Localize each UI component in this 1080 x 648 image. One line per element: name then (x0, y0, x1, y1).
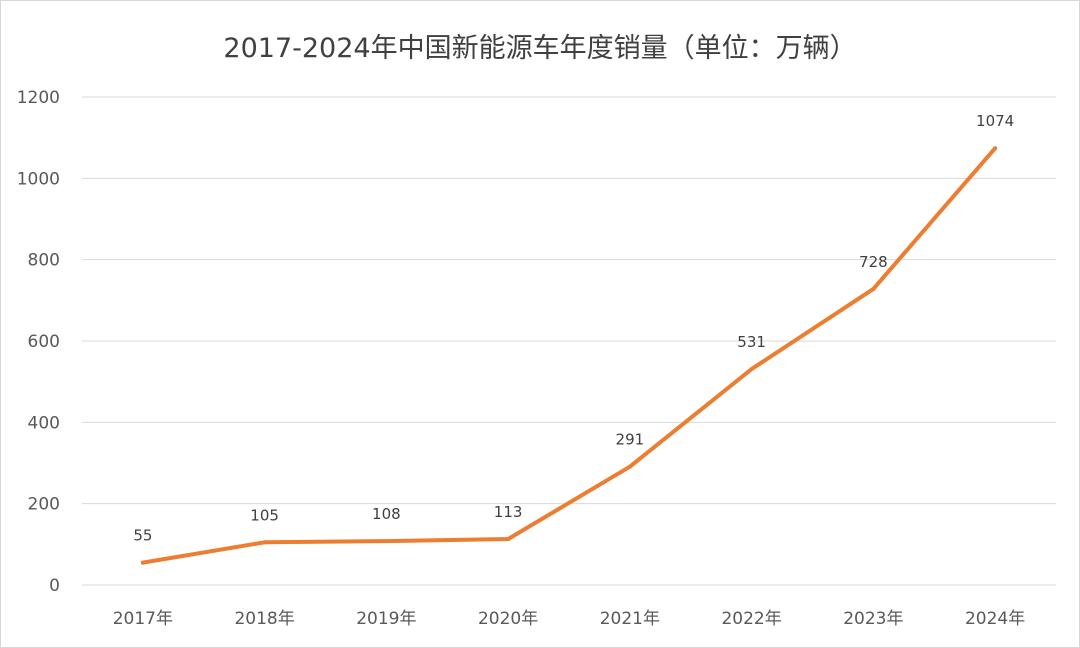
data-point (627, 464, 632, 469)
data-point (140, 560, 145, 565)
gridlines (82, 96, 1056, 586)
x-axis-ticks: 2017年 2018年 2019年 2020年 2021年 2022年 2023年 2024年 (113, 609, 1026, 629)
y-tick-label: 1200 (17, 88, 60, 108)
data-label: 291 (616, 431, 645, 449)
data-point (749, 367, 754, 372)
series-layer (140, 146, 998, 565)
data-point (384, 539, 389, 544)
x-tick-label: 2019年 (356, 609, 416, 629)
x-tick-label: 2021年 (600, 609, 660, 629)
data-point (262, 540, 267, 545)
chart-title: 2017-2024年中国新能源车年度销量（单位：万辆） (223, 33, 856, 64)
x-tick-label: 2024年 (965, 609, 1025, 629)
data-point (506, 537, 511, 542)
data-label: 728 (859, 253, 888, 271)
y-tick-label: 800 (28, 251, 60, 271)
data-point (871, 286, 876, 291)
data-label: 108 (372, 505, 401, 523)
data-label: 531 (737, 333, 766, 351)
x-tick-label: 2022年 (721, 609, 781, 629)
y-tick-label: 200 (28, 495, 60, 515)
data-label: 55 (133, 527, 152, 545)
x-tick-label: 2018年 (234, 609, 294, 629)
x-tick-label: 2020年 (478, 609, 538, 629)
data-labels: 55 105 108 113 291 531 728 1074 (133, 112, 1014, 544)
y-tick-label: 600 (28, 332, 60, 352)
x-tick-label: 2017年 (113, 609, 173, 629)
series-line (140, 146, 998, 565)
x-tick-label: 2023年 (843, 609, 903, 629)
data-label: 105 (250, 506, 279, 524)
data-point (993, 146, 998, 151)
data-label: 113 (494, 503, 523, 521)
y-tick-label: 400 (28, 413, 60, 433)
data-label: 1074 (976, 112, 1014, 130)
y-tick-label: 1000 (17, 169, 60, 189)
y-tick-label: 0 (49, 576, 60, 596)
y-axis-ticks: 0 200 400 600 800 1000 1200 (17, 88, 60, 596)
